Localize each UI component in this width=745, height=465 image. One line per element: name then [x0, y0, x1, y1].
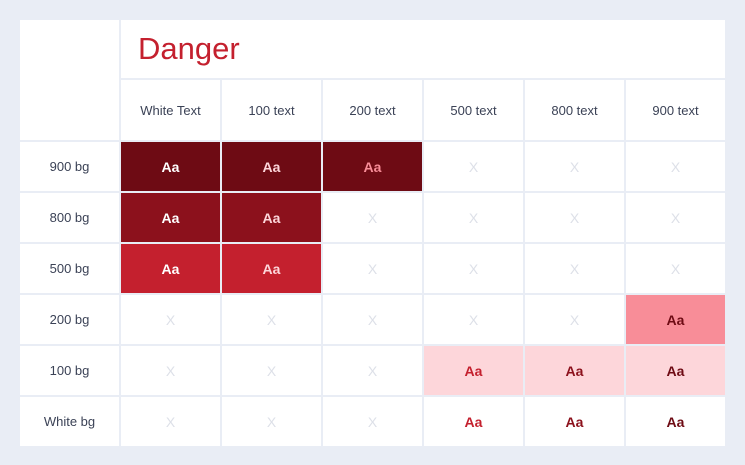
matrix-cell: X — [424, 295, 523, 344]
matrix-cell: Aa — [121, 244, 220, 293]
matrix-cell: Aa — [525, 397, 624, 446]
matrix-cell: X — [121, 295, 220, 344]
matrix-cell: X — [222, 397, 321, 446]
column-header-500-text: 500 text — [424, 80, 523, 140]
matrix-cell: Aa — [424, 397, 523, 446]
matrix-cell: X — [525, 244, 624, 293]
matrix-cell: Aa — [424, 346, 523, 395]
row-header-100-bg: 100 bg — [20, 346, 119, 395]
matrix-cell: Aa — [222, 193, 321, 242]
matrix-cell: X — [121, 346, 220, 395]
row-header-900-bg: 900 bg — [20, 142, 119, 191]
matrix-cell: X — [525, 193, 624, 242]
matrix-cell: X — [626, 142, 725, 191]
column-header-white-text: White Text — [121, 80, 220, 140]
column-header-200-text: 200 text — [323, 80, 422, 140]
matrix-cell: Aa — [222, 142, 321, 191]
matrix-cell: X — [626, 193, 725, 242]
matrix-cell: Aa — [222, 244, 321, 293]
matrix-cell: X — [323, 244, 422, 293]
matrix-cell: X — [424, 193, 523, 242]
matrix-cell: Aa — [626, 295, 725, 344]
matrix-cell: X — [626, 244, 725, 293]
matrix-cell: X — [424, 142, 523, 191]
matrix-cell: X — [525, 142, 624, 191]
matrix-cell: X — [323, 193, 422, 242]
row-header-500-bg: 500 bg — [20, 244, 119, 293]
matrix-cell: X — [525, 295, 624, 344]
matrix-cell: Aa — [121, 142, 220, 191]
matrix-cell: X — [121, 397, 220, 446]
matrix-cell: Aa — [626, 397, 725, 446]
matrix-cell: Aa — [323, 142, 422, 191]
matrix-cell: X — [323, 295, 422, 344]
matrix-cell: Aa — [525, 346, 624, 395]
row-header-200-bg: 200 bg — [20, 295, 119, 344]
palette-title: Danger — [121, 20, 725, 78]
matrix-cell: X — [424, 244, 523, 293]
column-header-100-text: 100 text — [222, 80, 321, 140]
row-header-800-bg: 800 bg — [20, 193, 119, 242]
matrix-cell: X — [323, 397, 422, 446]
matrix-cell: X — [222, 346, 321, 395]
column-header-800-text: 800 text — [525, 80, 624, 140]
matrix-cell: X — [222, 295, 321, 344]
matrix-cell: Aa — [626, 346, 725, 395]
contrast-matrix: Danger White Text 100 text 200 text 500 … — [20, 20, 725, 446]
corner-cell — [20, 20, 119, 140]
matrix-cell: Aa — [121, 193, 220, 242]
column-header-900-text: 900 text — [626, 80, 725, 140]
row-header-white-bg: White bg — [20, 397, 119, 446]
matrix-cell: X — [323, 346, 422, 395]
